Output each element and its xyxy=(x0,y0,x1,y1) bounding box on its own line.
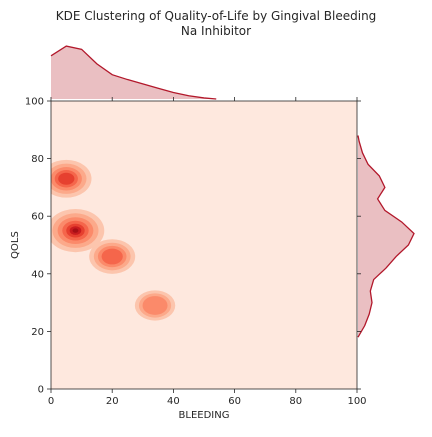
marginal-y-density xyxy=(357,135,415,338)
y-tick-label: 20 xyxy=(31,327,44,338)
kde-contour-0-6 xyxy=(72,228,79,233)
y-tick-label: 80 xyxy=(31,154,44,165)
y-tick-label: 40 xyxy=(31,269,44,280)
y-axis-ticks: 0 20 40 60 80 100 xyxy=(25,97,361,396)
marginal-x-density xyxy=(50,45,217,100)
x-tick-label: 40 xyxy=(167,396,180,407)
y-axis-label: QOLS xyxy=(10,231,21,259)
x-tick-label: 0 xyxy=(48,396,54,407)
y-tick-label: 100 xyxy=(25,97,44,108)
x-tick-label: 60 xyxy=(228,396,241,407)
x-axis-ticks: 0 20 40 60 80 100 xyxy=(48,97,367,407)
x-tick-label: 100 xyxy=(347,396,366,407)
marginal-x-line xyxy=(50,45,217,100)
kde-density-layer xyxy=(51,159,176,321)
chart-title-line-1: KDE Clustering of Quality-of-Life by Gin… xyxy=(56,9,377,23)
marginal-x-fill xyxy=(51,46,217,99)
marginal-y-fill xyxy=(358,135,414,338)
y-tick-label: 60 xyxy=(31,212,44,223)
y-tick-label: 0 xyxy=(38,385,44,396)
x-tick-label: 20 xyxy=(106,396,119,407)
marginal-y-line xyxy=(357,135,415,338)
kde-contour-1-4 xyxy=(58,172,75,185)
x-tick-label: 80 xyxy=(289,396,302,407)
plot-frame xyxy=(50,100,358,390)
chart-title-line-2: Na Inhibitor xyxy=(181,24,251,38)
kde-contour-2-3 xyxy=(101,248,123,265)
x-axis-label: BLEEDING xyxy=(179,410,230,421)
kde-contour-3-2 xyxy=(142,296,168,315)
